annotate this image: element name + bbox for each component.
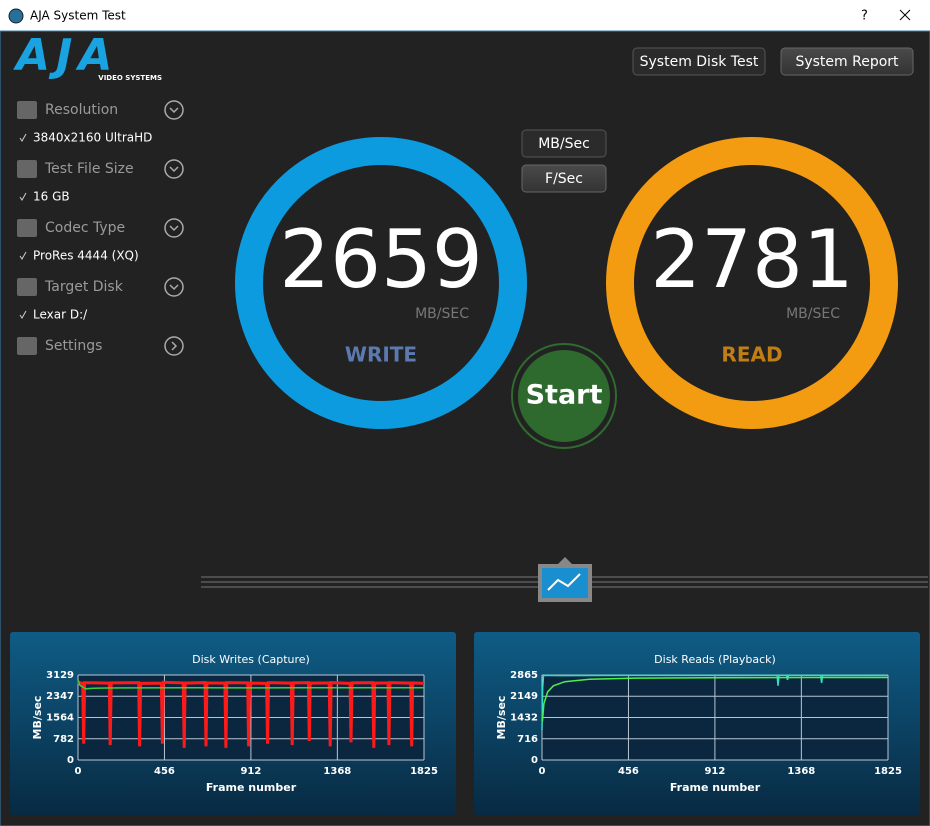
series-line	[76, 680, 425, 748]
setting-label[interactable]: Target Disk	[44, 279, 124, 295]
x-tick-label: 1825	[410, 766, 438, 777]
button-label[interactable]: MB/Sec	[538, 136, 590, 152]
check	[19, 251, 27, 260]
button-label[interactable]: System Report	[795, 54, 899, 70]
chevron	[169, 225, 179, 232]
logo-sub: VIDEO SYSTEMS	[98, 74, 162, 82]
check	[19, 133, 27, 142]
gauge-label: READ	[721, 343, 782, 367]
logo: AJA	[13, 30, 118, 81]
chart-title: Disk Writes (Capture)	[192, 653, 310, 666]
setting-label[interactable]: Test File Size	[44, 161, 134, 177]
system-disk-test-button[interactable]	[632, 47, 766, 76]
fsec-button[interactable]	[521, 164, 607, 193]
system-report-button[interactable]	[780, 47, 914, 76]
gauge-label: WRITE	[345, 343, 417, 367]
setting-value: 3840x2160 UltraHD	[33, 131, 152, 145]
y-tick-label: 1432	[510, 713, 538, 724]
button-label[interactable]: F/Sec	[545, 171, 583, 187]
x-tick-label: 456	[618, 766, 639, 777]
y-tick-label: 0	[67, 755, 74, 766]
graph-toggle[interactable]	[538, 557, 592, 602]
y-tick-label: 1564	[46, 713, 74, 724]
setting-value: Lexar D:/	[33, 308, 88, 322]
y-axis-label: MB/sec	[495, 696, 508, 740]
start-button[interactable]	[518, 350, 610, 442]
help-button[interactable]: ?	[861, 9, 868, 24]
expand-button[interactable]	[164, 100, 184, 120]
chevron	[169, 166, 179, 173]
chevron	[169, 107, 179, 114]
setting-value: ProRes 4444 (XQ)	[33, 249, 139, 263]
x-tick-label: 1368	[323, 766, 351, 777]
gauge-value: 2781	[650, 213, 854, 306]
window-border	[0, 30, 930, 826]
title-bar	[0, 0, 930, 31]
gauge-ring	[606, 137, 898, 429]
button-label[interactable]: System Disk Test	[640, 54, 759, 70]
check	[19, 310, 27, 319]
setting-icon	[17, 219, 37, 237]
x-axis-label: Frame number	[206, 781, 297, 794]
y-tick-label: 2865	[510, 670, 538, 681]
window-title: AJA System Test	[30, 9, 126, 23]
expand-button[interactable]	[164, 218, 184, 238]
setting-value: 16 GB	[33, 190, 70, 204]
series-line	[77, 679, 424, 690]
gauge-value: 2659	[279, 213, 483, 306]
y-tick-label: 782	[53, 734, 74, 745]
expand-button[interactable]	[164, 159, 184, 179]
setting-icon	[17, 160, 37, 178]
start-label[interactable]: Start	[526, 380, 603, 411]
setting-icon	[17, 337, 37, 355]
check	[19, 192, 27, 201]
gauge-ring	[235, 137, 527, 429]
y-axis-label: MB/sec	[31, 696, 44, 740]
app-icon	[8, 8, 24, 24]
expand-button[interactable]	[164, 277, 184, 297]
x-tick-label: 0	[539, 766, 546, 777]
x-tick-label: 456	[154, 766, 175, 777]
setting-label[interactable]: Codec Type	[45, 220, 125, 236]
y-tick-label: 716	[517, 734, 538, 745]
close-button[interactable]	[899, 9, 911, 21]
series-line	[541, 676, 888, 722]
y-tick-label: 2347	[46, 691, 74, 702]
setting-label[interactable]: Resolution	[45, 102, 118, 118]
x-tick-label: 912	[240, 766, 261, 777]
x-tick-label: 1368	[787, 766, 815, 777]
expand-button[interactable]	[164, 336, 184, 356]
mbsec-button[interactable]	[521, 129, 607, 158]
chart-title: Disk Reads (Playback)	[654, 653, 776, 666]
start-ring	[511, 343, 617, 449]
x-axis-label: Frame number	[670, 781, 761, 794]
setting-label[interactable]: Settings	[45, 338, 102, 354]
gauge-unit: MB/SEC	[786, 306, 840, 322]
setting-icon	[17, 101, 37, 119]
x-tick-label: 1825	[874, 766, 902, 777]
x-tick-label: 912	[704, 766, 725, 777]
chevron	[171, 341, 178, 351]
setting-icon	[17, 278, 37, 296]
y-tick-label: 2149	[510, 691, 538, 702]
gauge-unit: MB/SEC	[415, 306, 469, 322]
chevron	[169, 284, 179, 291]
y-tick-label: 0	[531, 755, 538, 766]
y-tick-label: 3129	[46, 670, 74, 681]
x-tick-label: 0	[75, 766, 82, 777]
